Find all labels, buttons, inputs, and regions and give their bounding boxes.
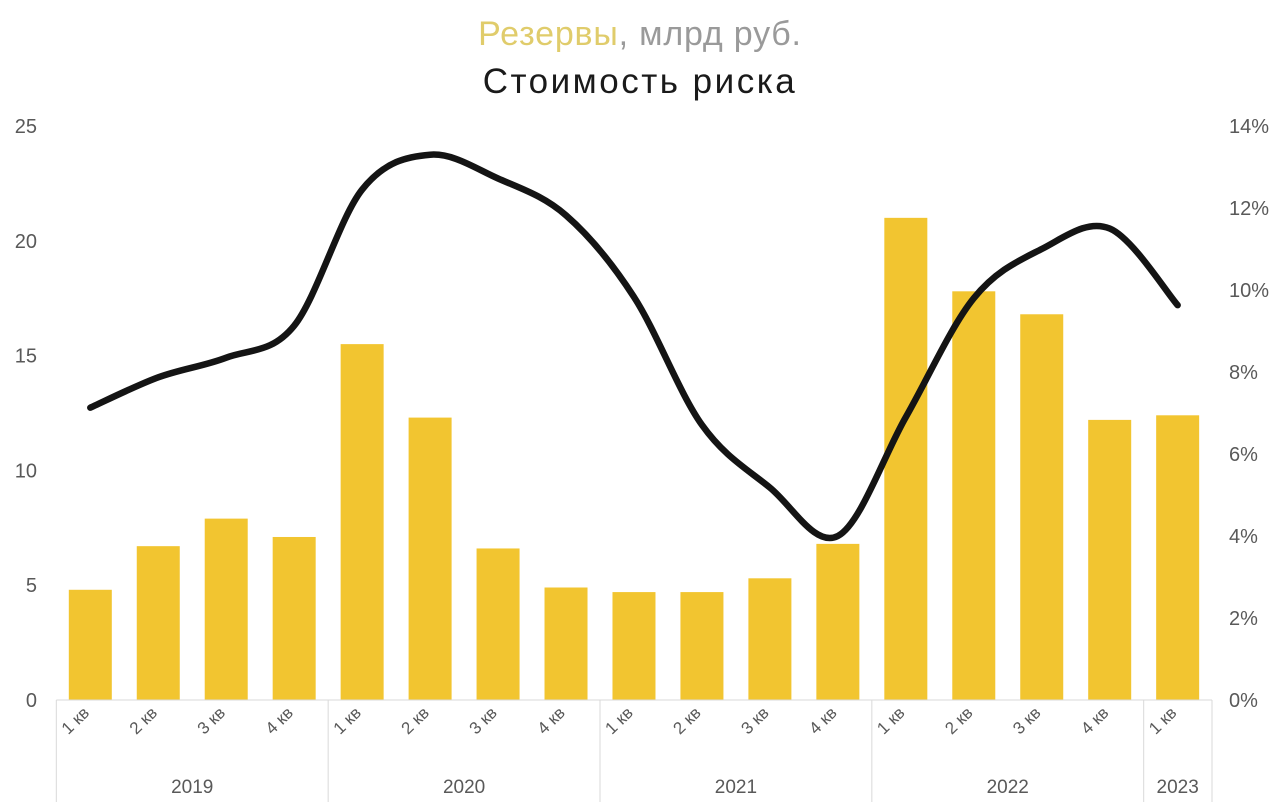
svg-text:5: 5 bbox=[26, 575, 37, 597]
svg-text:2%: 2% bbox=[1229, 608, 1258, 630]
svg-text:0%: 0% bbox=[1229, 690, 1258, 712]
svg-text:6%: 6% bbox=[1229, 444, 1258, 466]
svg-text:2021: 2021 bbox=[715, 777, 757, 798]
svg-text:2020: 2020 bbox=[443, 777, 485, 798]
svg-text:12%: 12% bbox=[1229, 198, 1269, 220]
svg-text:2019: 2019 bbox=[171, 777, 213, 798]
svg-text:0: 0 bbox=[26, 690, 37, 712]
svg-text:4%: 4% bbox=[1229, 526, 1258, 548]
svg-text:25: 25 bbox=[15, 116, 37, 138]
svg-text:20: 20 bbox=[15, 231, 37, 253]
svg-text:2022: 2022 bbox=[987, 777, 1029, 798]
svg-text:10%: 10% bbox=[1229, 280, 1269, 302]
svg-text:2023: 2023 bbox=[1157, 777, 1199, 798]
svg-text:8%: 8% bbox=[1229, 362, 1258, 384]
svg-text:10: 10 bbox=[15, 460, 37, 482]
svg-text:15: 15 bbox=[15, 346, 37, 368]
svg-text:14%: 14% bbox=[1229, 116, 1269, 138]
